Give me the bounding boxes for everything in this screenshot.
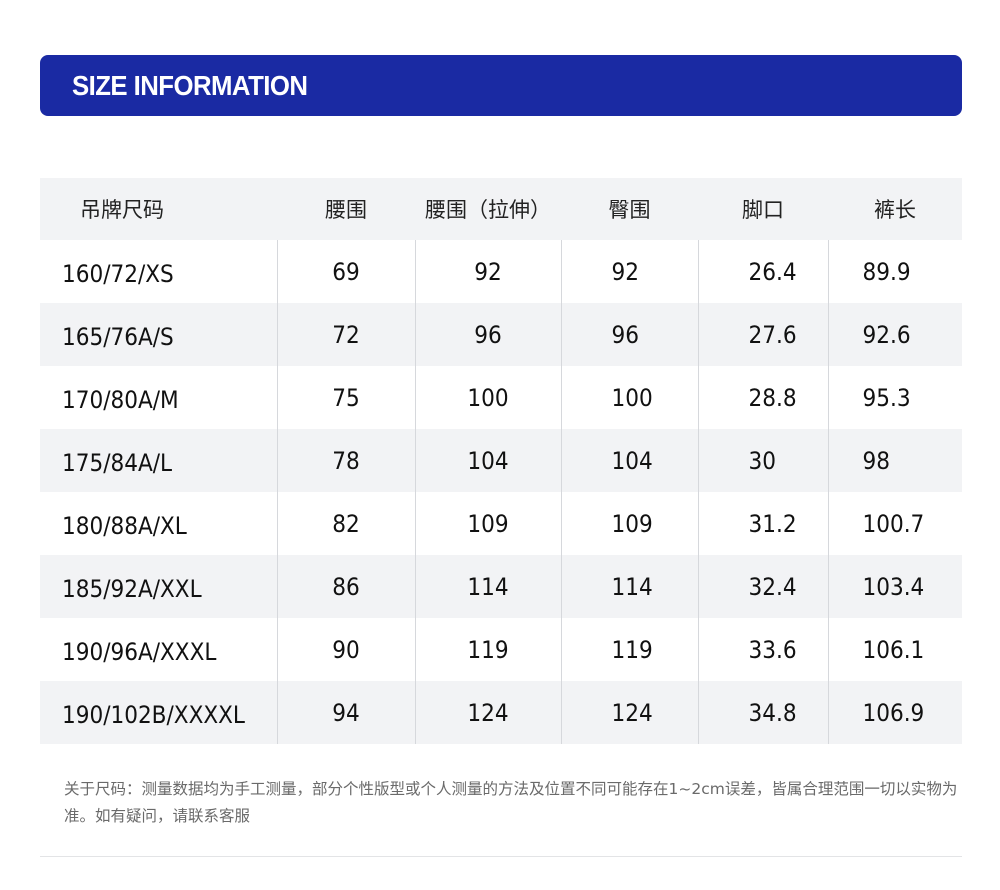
cell-pants-length: 100.7 [862,509,925,538]
cell-waist: 90 [277,618,416,681]
sizing-note: 关于尺码：测量数据均为手工测量，部分个性版型或个人测量的方法及位置不同可能存在1… [64,780,958,825]
bottom-divider [40,856,962,857]
cell-tag-size: 160/72/XS [40,240,278,303]
header-hip: 臀围 [608,198,651,222]
header-waist-stretched: 腰围（拉伸） [425,198,551,222]
table-row: 165/76A/S 72 96 96 27.6 92.6 [40,303,962,366]
cell-waist-stretched: 104 [415,429,562,492]
cell-tag-size: 175/84A/L [40,429,278,492]
cell-pants-length: 106.9 [862,698,925,727]
cell-leg-opening: 26.4 [698,240,829,303]
cell-hip: 92 [561,240,699,303]
cell-leg-opening: 30 [698,429,829,492]
cell-tag-size: 185/92A/XXL [40,555,278,618]
cell-leg-opening: 32.4 [698,555,829,618]
cell-waist: 82 [277,492,416,555]
cell-pants-length: 92.6 [862,320,911,349]
cell-waist: 78 [277,429,416,492]
cell-tag-size: 170/80A/M [40,366,278,429]
cell-leg-opening: 33.6 [698,618,829,681]
size-table: 吊牌尺码 腰围 腰围（拉伸） 臀围 脚口 裤长 160/72/XS 69 92 … [40,178,962,744]
cell-hip: 119 [561,618,699,681]
cell-leg-opening: 31.2 [698,492,829,555]
cell-hip: 104 [561,429,699,492]
cell-leg-opening: 28.8 [698,366,829,429]
table-row: 190/96A/XXXL 90 119 119 33.6 106.1 [40,618,962,681]
cell-waist: 69 [277,240,416,303]
cell-waist-stretched: 92 [415,240,562,303]
cell-waist-stretched: 119 [415,618,562,681]
cell-waist: 86 [277,555,416,618]
cell-leg-opening: 27.6 [698,303,829,366]
cell-waist-stretched: 96 [415,303,562,366]
banner-title: SIZE INFORMATION [72,69,308,101]
header-waist: 腰围 [325,198,367,222]
header-pants-length: 裤长 [874,198,916,222]
cell-pants-length: 95.3 [862,383,911,412]
cell-leg-opening: 34.8 [698,681,829,744]
table-header-row: 吊牌尺码 腰围 腰围（拉伸） 臀围 脚口 裤长 [40,178,962,240]
table-row: 180/88A/XL 82 109 109 31.2 100.7 [40,492,962,555]
cell-waist: 75 [277,366,416,429]
table-row: 160/72/XS 69 92 92 26.4 89.9 [40,240,962,303]
cell-hip: 100 [561,366,699,429]
cell-waist: 72 [277,303,416,366]
header-tag-size: 吊牌尺码 [80,198,164,222]
cell-hip: 96 [561,303,699,366]
table-row: 175/84A/L 78 104 104 30 98 [40,429,962,492]
cell-waist: 94 [277,681,416,744]
cell-tag-size: 165/76A/S [40,303,278,366]
cell-waist-stretched: 114 [415,555,562,618]
cell-hip: 114 [561,555,699,618]
table-row: 170/80A/M 75 100 100 28.8 95.3 [40,366,962,429]
cell-pants-length: 103.4 [862,572,925,601]
cell-tag-size: 190/102B/XXXXL [40,681,278,744]
cell-tag-size: 180/88A/XL [40,492,278,555]
cell-pants-length: 89.9 [862,257,911,286]
cell-tag-size: 190/96A/XXXL [40,618,278,681]
table-row: 190/102B/XXXXL 94 124 124 34.8 106.9 [40,681,962,744]
cell-hip: 109 [561,492,699,555]
table-row: 185/92A/XXL 86 114 114 32.4 103.4 [40,555,962,618]
header-leg-opening: 脚口 [742,198,784,222]
cell-waist-stretched: 109 [415,492,562,555]
cell-waist-stretched: 100 [415,366,562,429]
cell-pants-length: 98 [862,446,890,475]
cell-waist-stretched: 124 [415,681,562,744]
cell-hip: 124 [561,681,699,744]
size-information-banner: SIZE INFORMATION [40,55,962,116]
cell-pants-length: 106.1 [862,635,925,664]
